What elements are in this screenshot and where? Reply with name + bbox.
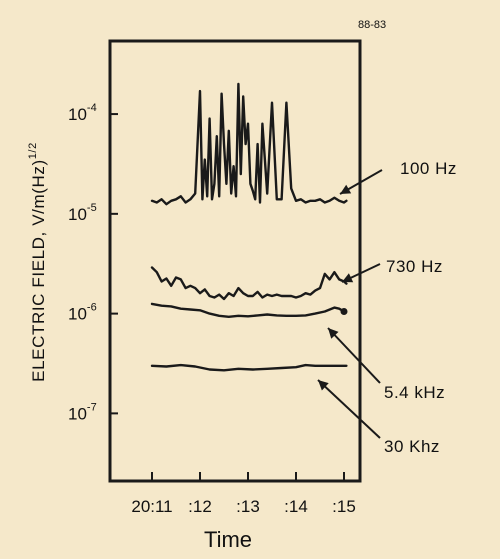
- y-axis-label: ELECTRIC FIELD, V/m(Hz)1/2: [27, 142, 48, 382]
- series-labels: 100 Hz 730 Hz 5.4 kHz 30 Khz: [317, 159, 457, 456]
- series-line-30khz: [150, 363, 348, 372]
- y-axis-label-text: ELECTRIC FIELD, V/m(Hz): [29, 159, 48, 382]
- x-axis-label: Time: [204, 527, 252, 552]
- callout-arrow-30khz: [317, 379, 381, 439]
- data-traces: [150, 82, 348, 372]
- y-tick-base: 10: [68, 105, 87, 124]
- callout-arrowhead-30khz: [318, 380, 329, 391]
- x-tick-label: :12: [188, 497, 212, 516]
- callout-arrowhead-100hz: [340, 184, 352, 194]
- figure-id: 88-83: [358, 19, 386, 31]
- y-tick-label: 10-4: [68, 102, 97, 124]
- series-endpoint-5-4khz: [340, 307, 348, 315]
- series-label-730hz: 730 Hz: [386, 257, 443, 276]
- series-line-730hz: [150, 266, 348, 301]
- series-line-100hz: [150, 82, 348, 206]
- series-line-5-4khz: [150, 302, 346, 318]
- y-tick-exponent: -6: [87, 302, 97, 314]
- y-tick-base: 10: [68, 404, 87, 423]
- callout-arrowhead-730hz: [342, 273, 354, 283]
- y-tick-exponent: -7: [87, 401, 97, 413]
- y-axis-label-group: ELECTRIC FIELD, V/m(Hz)1/2: [27, 142, 48, 382]
- y-tick-label: 10-7: [68, 401, 97, 423]
- x-tick-label: :14: [284, 497, 308, 516]
- series-label-30khz: 30 Khz: [384, 437, 440, 456]
- y-tick-exponent: -5: [87, 202, 97, 214]
- y-tick-exponent: -4: [87, 102, 97, 114]
- y-tick-base: 10: [68, 205, 87, 224]
- y-tick-base: 10: [68, 305, 87, 324]
- x-tick-label: :15: [332, 497, 356, 516]
- x-tick-label: :13: [236, 497, 260, 516]
- callout-arrowhead-5-4khz: [328, 328, 339, 339]
- plot-frame: [108, 39, 362, 483]
- y-tick-label: 10-6: [68, 302, 97, 324]
- callout-arrow-5-4khz: [327, 327, 381, 384]
- y-tick-label: 10-5: [68, 202, 97, 224]
- x-tick-label: 20:11: [131, 497, 172, 516]
- y-axis-label-exponent: 1/2: [27, 142, 39, 159]
- series-label-5-4khz: 5.4 kHz: [384, 383, 445, 402]
- series-label-100hz: 100 Hz: [400, 159, 457, 178]
